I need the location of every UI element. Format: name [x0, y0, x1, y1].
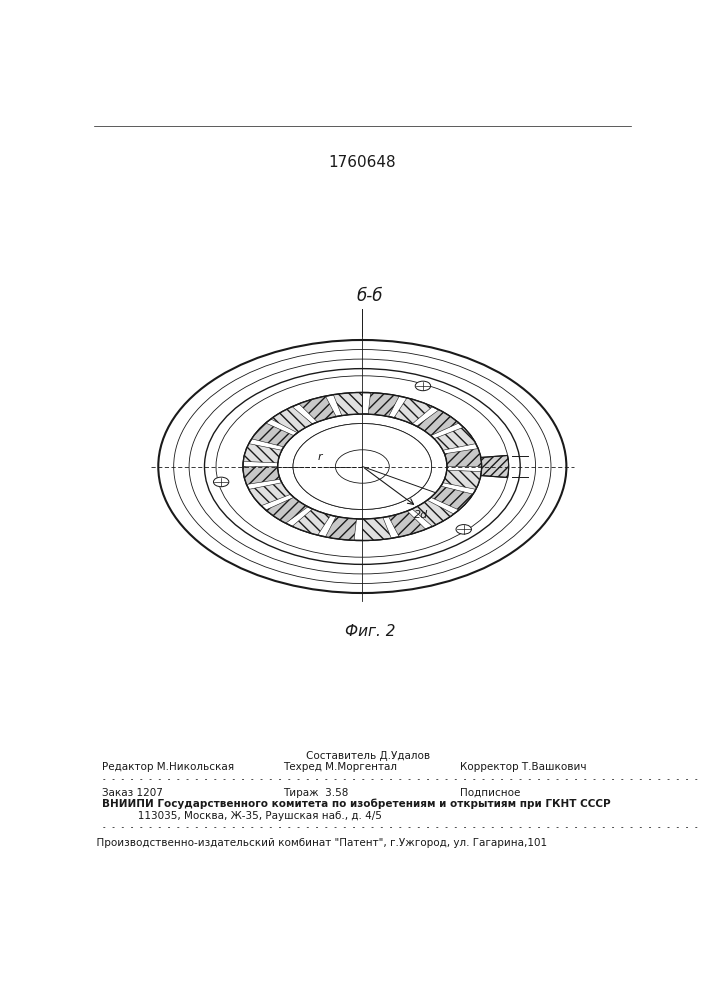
- Text: ВНИИПИ Государственного комитета по изобретениям и открытиям при ГКНТ СССР: ВНИИПИ Государственного комитета по изоб…: [102, 799, 610, 809]
- Text: Редактор М.Никольская: Редактор М.Никольская: [102, 762, 234, 772]
- Polygon shape: [443, 470, 481, 489]
- Ellipse shape: [335, 450, 390, 483]
- Polygon shape: [299, 396, 336, 422]
- Text: r: r: [317, 452, 322, 462]
- Polygon shape: [412, 500, 454, 526]
- Text: - - - - - - - - - - - - - - - - - - - - - - - - - - - - - - - - - - - - - - - - : - - - - - - - - - - - - - - - - - - - - …: [102, 775, 703, 784]
- Text: Составитель Д.Удалов: Составитель Д.Удалов: [305, 751, 430, 761]
- Text: Техред М.Моргентал: Техред М.Моргентал: [283, 762, 397, 772]
- Polygon shape: [481, 455, 508, 478]
- Text: Фиг. 2: Фиг. 2: [345, 624, 395, 639]
- Polygon shape: [252, 423, 294, 447]
- Ellipse shape: [456, 525, 472, 534]
- Polygon shape: [389, 511, 426, 537]
- Ellipse shape: [278, 414, 447, 519]
- Text: 113035, Москва, Ж-35, Раушская наб., д. 4/5: 113035, Москва, Ж-35, Раушская наб., д. …: [102, 811, 382, 821]
- Text: Корректор Т.Вашкович: Корректор Т.Вашкович: [460, 762, 586, 772]
- Ellipse shape: [415, 381, 431, 391]
- Polygon shape: [243, 466, 280, 484]
- Text: Производственно-издательский комбинат "Патент", г.Ужгород, ул. Гагарина,101: Производственно-издательский комбинат "П…: [90, 838, 547, 848]
- Polygon shape: [334, 393, 362, 416]
- Text: 1760648: 1760648: [329, 155, 396, 170]
- Polygon shape: [394, 398, 433, 424]
- Text: б-б: б-б: [357, 287, 383, 305]
- Polygon shape: [243, 444, 282, 463]
- Polygon shape: [362, 517, 391, 540]
- Polygon shape: [368, 393, 399, 417]
- Text: - - - - - - - - - - - - - - - - - - - - - - - - - - - - - - - - - - - - - - - - : - - - - - - - - - - - - - - - - - - - - …: [102, 823, 703, 832]
- Ellipse shape: [293, 424, 432, 509]
- Polygon shape: [445, 449, 481, 466]
- Text: 2d: 2d: [414, 510, 428, 520]
- Polygon shape: [249, 483, 291, 506]
- Text: Тираж  3.58: Тираж 3.58: [283, 788, 348, 798]
- Polygon shape: [271, 407, 312, 433]
- Polygon shape: [431, 486, 473, 510]
- Polygon shape: [325, 516, 356, 540]
- Text: Подписное: Подписное: [460, 788, 520, 798]
- Ellipse shape: [293, 424, 432, 509]
- Text: Заказ 1207: Заказ 1207: [102, 788, 163, 798]
- Polygon shape: [416, 410, 459, 436]
- Polygon shape: [292, 509, 331, 535]
- Polygon shape: [434, 427, 476, 450]
- Ellipse shape: [335, 450, 390, 483]
- Ellipse shape: [243, 393, 481, 540]
- Polygon shape: [266, 497, 308, 523]
- Ellipse shape: [214, 477, 229, 487]
